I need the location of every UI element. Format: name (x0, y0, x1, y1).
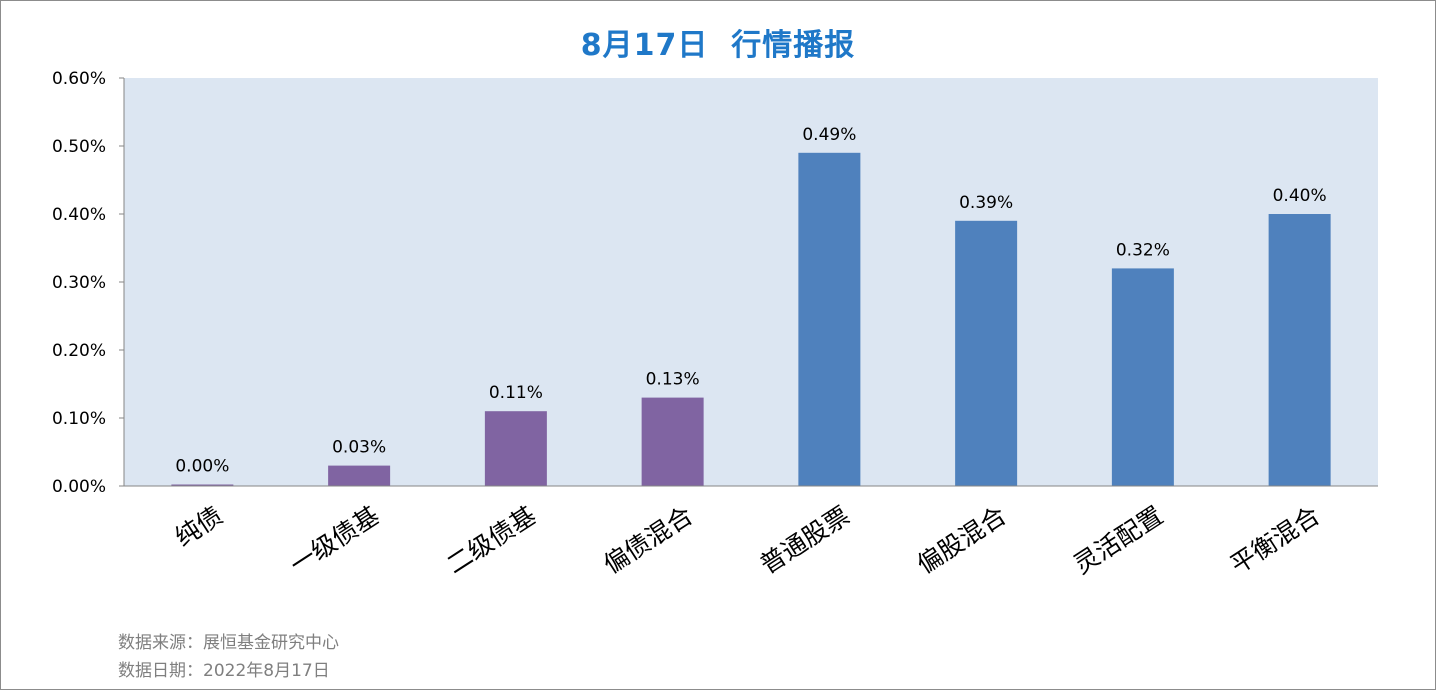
x-category-label: 灵活配置 (1068, 501, 1168, 580)
x-category-label: 二级债基 (441, 501, 541, 580)
y-tick-label: 0.30% (52, 273, 106, 293)
x-category-label: 偏股混合 (912, 501, 1012, 580)
data-label: 0.32% (1116, 240, 1170, 260)
data-label: 0.40% (1273, 186, 1327, 206)
chart-title: 8月17日 行情播报 (580, 28, 856, 63)
bar-6 (955, 220, 1018, 487)
plot-area (124, 78, 1378, 486)
y-tick-label: 0.20% (52, 341, 106, 361)
y-tick-label: 0.60% (52, 69, 106, 89)
x-category-label: 纯债 (170, 501, 228, 553)
data-label: 0.00% (175, 457, 229, 477)
y-tick-label: 0.00% (52, 477, 106, 497)
bar-3 (484, 411, 547, 486)
y-tick-label: 0.50% (52, 137, 106, 157)
data-label: 0.11% (489, 383, 543, 403)
x-category-label: 一级债基 (285, 501, 385, 580)
data-label: 0.13% (646, 370, 700, 390)
y-tick-label: 0.40% (52, 205, 106, 225)
bar-7 (1111, 268, 1174, 486)
bar-4 (641, 397, 704, 486)
bar-5 (798, 152, 861, 487)
data-label: 0.03% (332, 438, 386, 458)
bar-2 (328, 465, 391, 486)
x-category-label: 平衡混合 (1225, 501, 1325, 580)
bar-8 (1268, 214, 1331, 486)
data-label: 0.39% (959, 193, 1013, 213)
data-label: 0.49% (802, 125, 856, 145)
bar-1 (171, 484, 234, 486)
data-date-note: 数据日期：2022年8月17日 (118, 661, 330, 681)
x-category-label: 偏债混合 (598, 501, 698, 580)
data-source-note: 数据来源：展恒基金研究中心 (118, 633, 339, 653)
x-category-label: 普通股票 (755, 501, 855, 580)
y-tick-label: 0.10% (52, 409, 106, 429)
